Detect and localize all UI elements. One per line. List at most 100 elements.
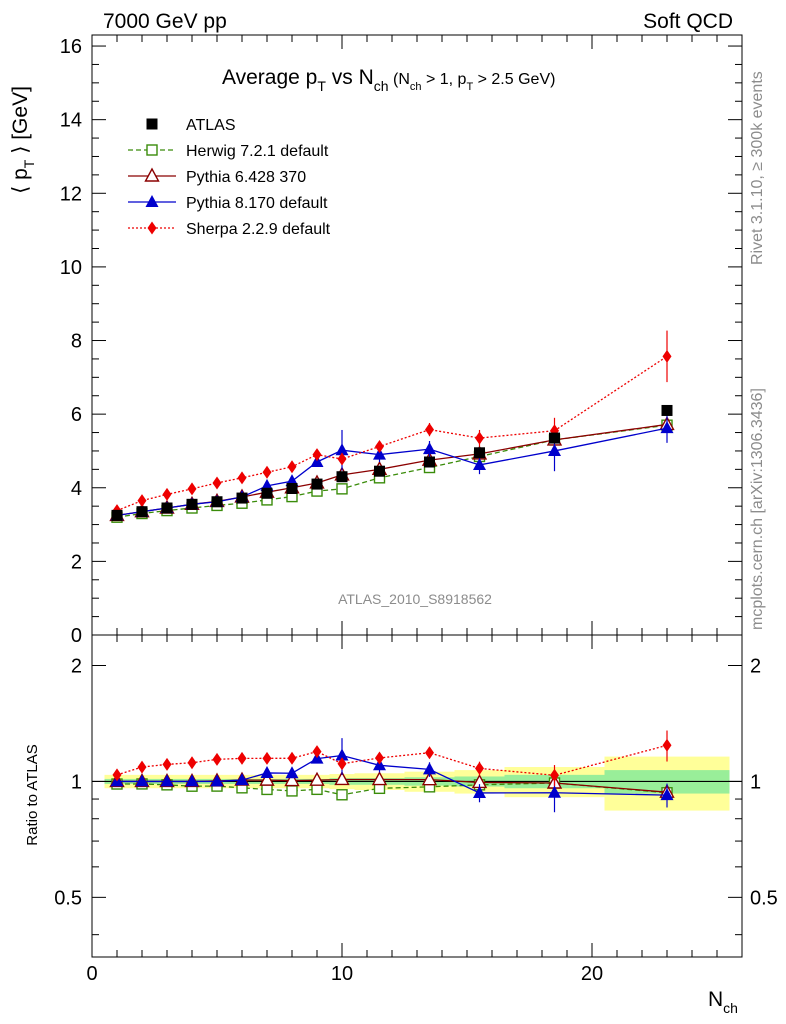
data-point-sherpa-2-2-9-default: [262, 465, 272, 479]
data-point-sherpa-2-2-9-default: [162, 487, 172, 501]
header-left: 7000 GeV pp: [103, 10, 227, 33]
ratio-point-sherpa-2-2-9-default: [312, 745, 322, 759]
data-point-pythia-8-170-default: [423, 442, 436, 455]
ratio-point-pythia-8-170-default: [285, 766, 299, 779]
legend-label-atlas: ATLAS: [186, 117, 236, 134]
legend-label-pythia-8-170-default: Pythia 8.170 default: [186, 195, 328, 212]
data-point-atlas: [161, 502, 173, 514]
data-point-sherpa-2-2-9-default: [237, 471, 247, 485]
ratio-point-sherpa-2-2-9-default: [187, 756, 197, 770]
y-tick-label: 14: [60, 110, 82, 132]
ratio-point-pythia-6-428-370: [421, 771, 438, 786]
legend-label-sherpa-2-2-9-default: Sherpa 2.2.9 default: [186, 221, 331, 238]
mcplots-reference-text: mcplots.cern.ch [arXiv:1306.3436]: [749, 388, 766, 630]
data-point-sherpa-2-2-9-default: [312, 448, 322, 462]
ratio-point-pythia-8-170-default: [548, 785, 561, 798]
ratio-point-sherpa-2-2-9-default: [425, 746, 434, 760]
data-point-pythia-8-170-default: [660, 421, 674, 434]
ratio-point-herwig-7-2-1-default: [336, 789, 348, 801]
ratio-tick-label: 0.5: [54, 887, 82, 909]
ratio-point-pythia-8-170-default: [235, 773, 249, 786]
data-point-pythia-8-170-default: [548, 443, 561, 456]
data-point-atlas: [474, 447, 485, 459]
ratio-point-pythia-6-428-370: [309, 771, 325, 786]
ratio-point-sherpa-2-2-9-default: [550, 768, 559, 782]
y-axis-label: ⟨ pT ⟩ [GeV]: [9, 86, 37, 194]
ratio-tick-label: 2: [71, 655, 82, 677]
data-point-atlas: [374, 465, 385, 477]
data-point-atlas: [661, 404, 673, 416]
rivet-version-text: Rivet 3.1.10, ≥ 300k events: [749, 71, 766, 265]
main-series-layer: [109, 330, 675, 523]
legend: ATLAS Herwig 7.2.1 default Pythia 6.428 37…: [128, 117, 331, 238]
legend-marker-atlas: [146, 118, 158, 130]
data-point-atlas: [549, 432, 560, 444]
plot-title: Average pT vs Nch (Nch > 1, pT > 2.5 GeV…: [222, 66, 555, 94]
legend-marker-sherpa-2-2-9-default: [147, 221, 157, 235]
ratio-point-herwig-7-2-1-default: [261, 783, 273, 796]
data-point-sherpa-2-2-9-default: [425, 423, 434, 437]
ratio-point-pythia-8-170-default: [210, 774, 224, 787]
ratio-point-pythia-8-170-default: [660, 788, 674, 801]
ratio-series-layer: [109, 730, 675, 813]
data-point-atlas: [186, 498, 198, 510]
ratio-point-sherpa-2-2-9-default: [112, 768, 122, 782]
ratio-point-sherpa-2-2-9-default: [262, 751, 272, 765]
data-point-atlas: [236, 492, 248, 504]
y-tick-label: 10: [60, 257, 82, 279]
y-tick-label: 16: [60, 36, 82, 58]
data-point-atlas: [261, 487, 273, 499]
data-point-sherpa-2-2-9-default: [375, 440, 384, 454]
ratio-tick-label-right: 0.5: [750, 887, 778, 909]
analysis-id: ATLAS_2010_S8918562: [338, 591, 492, 607]
data-point-sherpa-2-2-9-default: [662, 349, 672, 363]
ratio-axis-label: Ratio to ATLAS: [24, 744, 41, 845]
data-point-sherpa-2-2-9-default: [475, 431, 484, 445]
ratio-point-sherpa-2-2-9-default: [287, 751, 297, 765]
data-point-sherpa-2-2-9-default: [337, 452, 347, 466]
legend-marker-herwig-7-2-1-default: [146, 144, 158, 156]
ratio-tick-label-right: 1: [750, 771, 761, 793]
ratio-point-pythia-8-170-default: [135, 774, 149, 787]
legend-marker-pythia-8-170-default: [145, 195, 159, 207]
ratio-point-pythia-6-428-370: [284, 772, 300, 787]
y-tick-label: 12: [60, 183, 82, 205]
ratio-point-pythia-8-170-default: [473, 785, 486, 798]
data-point-sherpa-2-2-9-default: [287, 460, 297, 474]
legend-marker-pythia-6-428-370: [144, 167, 160, 182]
series-line-pythia-6-428-370: [116, 423, 668, 517]
y-tick-label: 2: [71, 551, 82, 573]
ratio-point-pythia-8-170-default: [185, 774, 199, 787]
ratio-point-pythia-8-170-default: [260, 765, 274, 778]
data-point-pythia-8-170-default: [335, 443, 349, 456]
ratio-point-pythia-6-428-370: [259, 771, 275, 786]
data-point-herwig-7-2-1-default: [336, 483, 348, 495]
data-point-atlas: [136, 506, 148, 518]
series-line-sherpa-2-2-9-default: [116, 355, 668, 512]
ratio-point-herwig-7-2-1-default: [286, 785, 298, 797]
data-point-atlas: [311, 478, 323, 490]
y-tick-label: 0: [71, 625, 82, 647]
ratio-tick-label: 1: [71, 771, 82, 793]
ratio-point-sherpa-2-2-9-default: [475, 761, 484, 775]
ratio-point-pythia-8-170-default: [335, 748, 349, 761]
ratio-point-sherpa-2-2-9-default: [137, 760, 147, 774]
ratio-point-sherpa-2-2-9-default: [662, 738, 672, 752]
data-point-sherpa-2-2-9-default: [187, 482, 197, 496]
x-tick-label: 10: [331, 963, 353, 985]
ratio-point-pythia-8-170-default: [160, 774, 174, 787]
ratio-tick-label-right: 2: [750, 655, 761, 677]
ratio-point-sherpa-2-2-9-default: [212, 752, 222, 766]
data-point-atlas: [424, 456, 435, 468]
data-point-atlas: [111, 509, 123, 521]
y-tick-label: 4: [71, 478, 82, 500]
ratio-point-sherpa-2-2-9-default: [337, 757, 347, 771]
legend-label-herwig-7-2-1-default: Herwig 7.2.1 default: [186, 143, 329, 160]
data-point-atlas: [336, 471, 348, 483]
series-line-pythia-8-170-default: [116, 427, 668, 517]
ratio-point-sherpa-2-2-9-default: [375, 751, 384, 765]
legend-label-pythia-6-428-370: Pythia 6.428 370: [186, 169, 306, 186]
y-tick-label: 6: [71, 404, 82, 426]
